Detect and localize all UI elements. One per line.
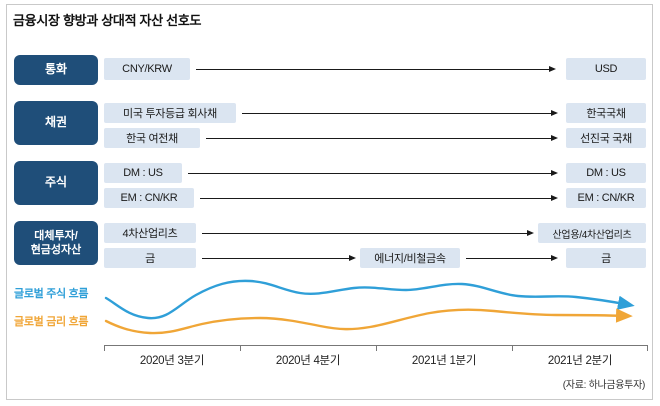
- category-box-bonds: 채권: [14, 101, 98, 145]
- asset-box-right: 산업용/4차산업리츠: [538, 223, 646, 243]
- asset-box-mid: 에너지/비철금속: [360, 248, 460, 268]
- x-axis-label-q4-2020: 2020년 4분기: [275, 355, 341, 367]
- x-axis-tick: [240, 345, 241, 351]
- flow-arrow-right-icon: [242, 109, 558, 116]
- x-axis-tick: [104, 345, 105, 351]
- legend-stock-flow: 글로벌 주식 흐름: [14, 288, 89, 300]
- category-box-alternatives: 대체투자/ 현금성자산: [14, 221, 98, 265]
- category-label-line2: 현금성자산: [30, 244, 82, 256]
- flow-arrow-right-icon: [206, 134, 558, 141]
- x-axis-tick: [647, 345, 648, 351]
- asset-box-left: EM : CN/KR: [104, 188, 194, 208]
- x-axis-tick: [512, 345, 513, 351]
- flow-arrow-right-icon: [202, 254, 356, 261]
- flow-arrow-right-icon: [202, 229, 534, 236]
- page-title: 금융시장 향방과 상대적 자산 선호도: [13, 13, 202, 28]
- x-axis-label-q2-2021: 2021년 2분기: [547, 355, 613, 367]
- asset-box-left: CNY/KRW: [104, 58, 190, 80]
- x-axis-label-q1-2021: 2021년 1분기: [411, 355, 477, 367]
- category-box-equity: 주식: [14, 161, 98, 205]
- flow-arrow-right-icon: [196, 65, 556, 72]
- legend-rate-flow: 글로벌 금리 흐름: [14, 316, 89, 328]
- x-axis-label-q3-2020: 2020년 3분기: [139, 355, 205, 367]
- asset-box-right: 한국국채: [566, 103, 646, 123]
- asset-box-left: 미국 투자등급 회사채: [104, 103, 236, 123]
- asset-box-left: DM : US: [104, 163, 182, 183]
- x-axis-tick: [376, 345, 377, 351]
- asset-box-right: 금: [566, 248, 646, 268]
- category-box-currency: 통화: [14, 55, 98, 85]
- source-note: (자료: 하나금융투자): [562, 380, 646, 391]
- asset-box-left: 금: [104, 248, 196, 268]
- flow-arrow-right-icon: [466, 254, 558, 261]
- asset-box-left: 4차산업리츠: [104, 223, 196, 243]
- flow-arrow-right-icon: [200, 194, 558, 201]
- asset-box-right: DM : US: [566, 163, 646, 183]
- category-label-line1: 대체투자/: [34, 229, 78, 242]
- asset-box-left: 한국 여전채: [104, 128, 200, 148]
- asset-box-right: USD: [566, 58, 646, 80]
- asset-box-right: EM : CN/KR: [566, 188, 646, 208]
- flow-arrow-right-icon: [188, 169, 558, 176]
- asset-box-right: 선진국 국채: [566, 128, 646, 148]
